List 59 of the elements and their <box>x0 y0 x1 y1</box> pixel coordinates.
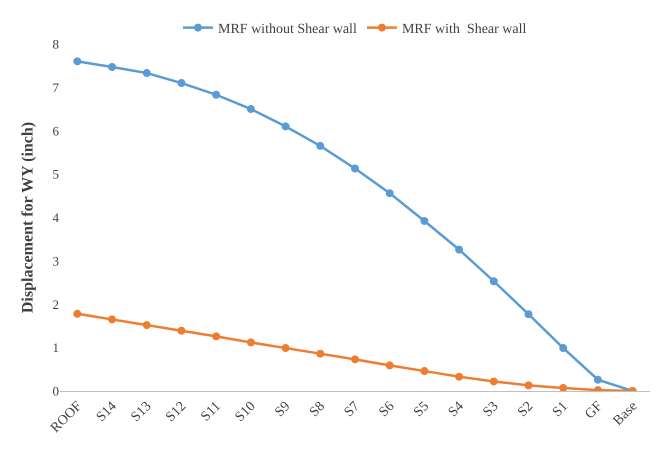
y-tick-label: 4 <box>52 210 60 226</box>
x-tick-label: S5 <box>411 398 432 420</box>
point <box>73 57 82 66</box>
x-tick-label: S2 <box>515 398 536 420</box>
x-tick-label: S9 <box>272 398 294 420</box>
x-tick-label: S7 <box>342 398 363 420</box>
point <box>108 62 116 71</box>
point <box>316 350 324 358</box>
point <box>73 310 82 318</box>
y-tick-label: 6 <box>52 123 60 138</box>
point <box>246 105 255 114</box>
x-tick-label: S8 <box>307 398 328 420</box>
x-tick-label: GF <box>582 398 606 422</box>
x-tick-label: S3 <box>480 398 502 420</box>
point <box>316 142 324 150</box>
point <box>246 338 255 346</box>
point <box>177 79 186 88</box>
point <box>524 310 533 318</box>
point <box>490 277 498 286</box>
x-tick-label: S11 <box>198 398 224 425</box>
point <box>386 189 394 198</box>
x-tick-label: S12 <box>163 398 190 425</box>
legend-label: MRF without Shear wall <box>218 22 357 38</box>
point <box>455 372 464 381</box>
x-tick-label: S10 <box>232 398 259 425</box>
point <box>351 164 359 172</box>
point <box>455 246 464 254</box>
x-tick-label: Base <box>610 398 640 429</box>
point <box>142 69 151 78</box>
point <box>386 361 394 370</box>
point <box>212 90 220 99</box>
point <box>420 367 428 376</box>
x-tick-label: S6 <box>376 398 398 420</box>
point <box>559 344 568 352</box>
point <box>282 344 290 352</box>
point <box>351 355 359 364</box>
point <box>559 384 568 391</box>
y-tick-label: 1 <box>52 340 59 356</box>
x-tick-label: S4 <box>446 398 467 420</box>
legend-label: MRF with Shear wall <box>402 22 526 38</box>
x-tick-label: S14 <box>94 398 120 425</box>
point <box>177 326 186 335</box>
x-tick-label: S1 <box>550 398 572 420</box>
point <box>282 122 290 130</box>
point <box>524 381 533 390</box>
y-axis-title: Displacement for WY (inch) <box>19 122 36 314</box>
y-tick-label: 7 <box>52 80 60 95</box>
y-tick-label: 5 <box>52 166 59 182</box>
y-tick-label: 2 <box>52 296 59 312</box>
point <box>490 377 498 386</box>
point <box>594 376 602 384</box>
point <box>420 216 428 225</box>
point <box>142 321 151 330</box>
point <box>212 332 220 340</box>
y-tick-label: 0 <box>52 384 59 399</box>
y-tick-label: 3 <box>52 253 59 268</box>
point <box>108 315 116 324</box>
y-tick-label: 8 <box>52 36 59 52</box>
x-tick-label: S13 <box>128 398 155 425</box>
